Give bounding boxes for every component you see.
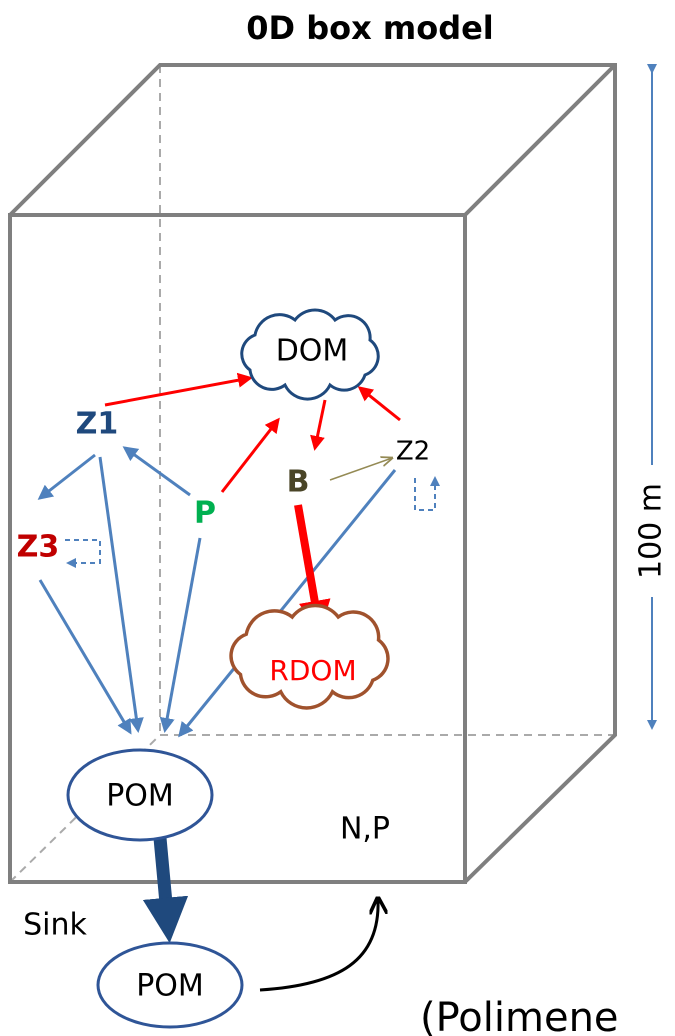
node-label: Z1 (76, 407, 119, 442)
pom-ellipse (66, 748, 214, 842)
dom-cloud: DOM (240, 308, 380, 401)
node-label: B (287, 465, 310, 500)
node-label: POM (136, 969, 204, 1004)
scale-label: 100 m (634, 483, 669, 579)
node-label: P (194, 496, 216, 531)
node-label: Z2 (396, 437, 430, 467)
sink-label: Sink (23, 908, 87, 943)
box (8, 63, 617, 884)
node-label: RDOM (269, 654, 356, 687)
title: 0D box model (246, 9, 494, 47)
node-label: DOM (276, 334, 349, 369)
node-label: POM (106, 779, 174, 814)
arrows (37, 372, 440, 992)
citation: (Polimene (420, 995, 619, 1036)
scale-bar: 100 m (634, 64, 671, 730)
pom-ellipse (96, 941, 244, 1029)
rdom-cloud: RDOM (229, 603, 390, 710)
node-label: Z3 (17, 530, 60, 565)
node-label: N,P (340, 812, 390, 847)
